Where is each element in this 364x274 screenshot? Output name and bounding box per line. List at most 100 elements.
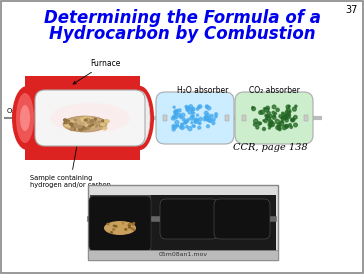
Circle shape [204, 117, 207, 120]
Text: Determining the Formula of a: Determining the Formula of a [44, 9, 320, 27]
Circle shape [272, 116, 276, 119]
Circle shape [191, 115, 194, 118]
Circle shape [270, 122, 274, 127]
Circle shape [173, 106, 175, 108]
Circle shape [181, 113, 185, 117]
Bar [163, 115, 167, 121]
Circle shape [173, 125, 177, 129]
Ellipse shape [92, 124, 94, 125]
Ellipse shape [90, 125, 93, 127]
Circle shape [291, 118, 294, 122]
Circle shape [187, 118, 190, 121]
Ellipse shape [72, 128, 75, 130]
Circle shape [252, 107, 254, 109]
Ellipse shape [103, 124, 106, 126]
Ellipse shape [70, 123, 73, 125]
Circle shape [285, 110, 289, 114]
Ellipse shape [86, 124, 90, 126]
Ellipse shape [107, 223, 109, 225]
Circle shape [192, 115, 194, 117]
Circle shape [181, 123, 183, 125]
Circle shape [191, 107, 195, 111]
Circle shape [262, 127, 265, 130]
Ellipse shape [80, 129, 83, 131]
Circle shape [206, 125, 209, 128]
Circle shape [287, 112, 290, 115]
Circle shape [279, 115, 282, 118]
Ellipse shape [84, 119, 87, 121]
Ellipse shape [79, 128, 81, 130]
Ellipse shape [94, 118, 96, 120]
Circle shape [282, 112, 284, 114]
Circle shape [199, 117, 202, 121]
Circle shape [212, 118, 215, 121]
Ellipse shape [105, 120, 107, 121]
Ellipse shape [126, 230, 127, 231]
Circle shape [181, 125, 183, 128]
Ellipse shape [119, 232, 121, 233]
Circle shape [191, 122, 193, 124]
Circle shape [283, 116, 286, 119]
Circle shape [278, 128, 281, 131]
Circle shape [265, 114, 267, 117]
Ellipse shape [115, 226, 117, 227]
Circle shape [266, 106, 269, 110]
Circle shape [210, 115, 213, 118]
Circle shape [276, 108, 279, 112]
Bar [88, 250, 278, 260]
Circle shape [179, 126, 182, 129]
Circle shape [267, 112, 270, 115]
Circle shape [259, 122, 261, 124]
Circle shape [198, 122, 200, 124]
Circle shape [178, 113, 181, 116]
Ellipse shape [92, 124, 95, 125]
Ellipse shape [74, 119, 76, 121]
FancyBboxPatch shape [160, 199, 218, 239]
Ellipse shape [50, 103, 130, 133]
Text: H₂O absorber: H₂O absorber [177, 86, 229, 95]
Ellipse shape [130, 91, 150, 145]
Ellipse shape [71, 125, 75, 128]
Circle shape [268, 123, 272, 127]
Circle shape [263, 120, 265, 121]
Circle shape [191, 109, 194, 112]
Ellipse shape [120, 226, 122, 227]
Ellipse shape [129, 223, 131, 224]
Circle shape [288, 105, 290, 107]
Text: Sample containing
hydrogen and/or carbon: Sample containing hydrogen and/or carbon [30, 133, 111, 188]
Circle shape [177, 125, 179, 127]
Circle shape [252, 107, 256, 111]
Text: Furnace: Furnace [109, 195, 131, 199]
Ellipse shape [68, 123, 71, 124]
Circle shape [186, 125, 188, 128]
Ellipse shape [90, 121, 92, 122]
Circle shape [269, 124, 272, 127]
Circle shape [273, 115, 275, 117]
Ellipse shape [71, 126, 74, 128]
Circle shape [175, 112, 178, 115]
Ellipse shape [90, 119, 91, 121]
Circle shape [264, 108, 265, 110]
Circle shape [285, 118, 288, 122]
FancyBboxPatch shape [235, 92, 313, 144]
Circle shape [179, 116, 182, 118]
Ellipse shape [103, 128, 106, 130]
Ellipse shape [78, 125, 82, 128]
Ellipse shape [128, 224, 130, 226]
Text: 05m08an1.mov: 05m08an1.mov [158, 253, 207, 258]
Circle shape [265, 117, 268, 119]
Bar [304, 115, 308, 121]
Circle shape [196, 108, 199, 110]
Circle shape [282, 113, 286, 117]
Circle shape [186, 109, 189, 111]
Circle shape [257, 122, 261, 125]
Ellipse shape [98, 122, 100, 123]
Circle shape [198, 106, 200, 108]
Circle shape [295, 105, 297, 107]
Circle shape [189, 105, 193, 109]
Ellipse shape [65, 120, 69, 123]
Circle shape [286, 108, 290, 112]
Ellipse shape [12, 86, 42, 150]
Circle shape [172, 125, 175, 128]
Circle shape [209, 119, 212, 122]
